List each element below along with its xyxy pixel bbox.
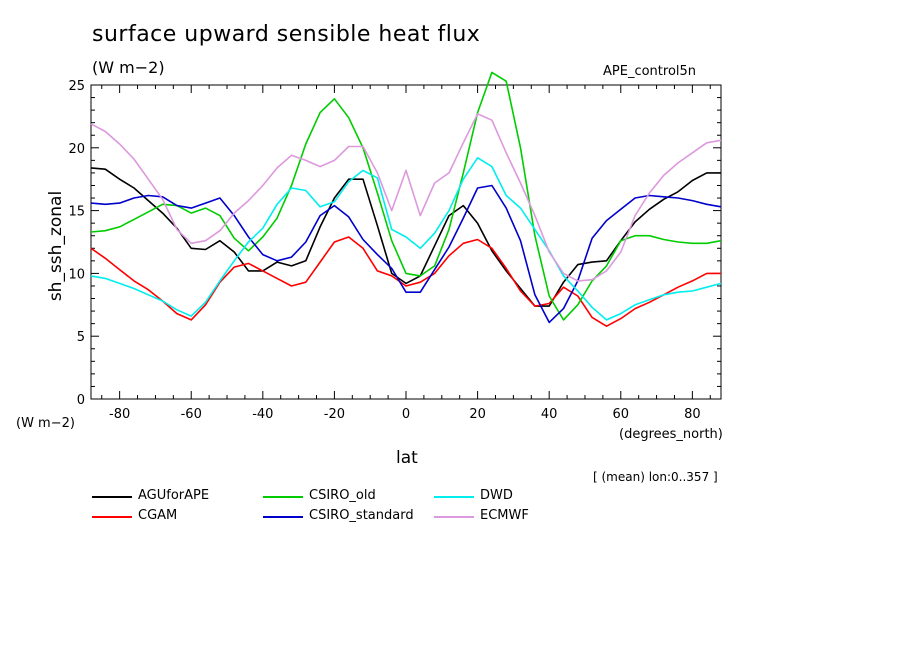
series-line-cgam <box>90 236 721 328</box>
series-line-csiro-standard <box>90 184 722 324</box>
x-tick-label: 60 <box>612 407 629 422</box>
x-tick-label: -20 <box>324 407 345 422</box>
legend-swatch <box>92 516 132 518</box>
y-tick-label: 25 <box>68 79 85 94</box>
legend-swatch <box>434 496 474 498</box>
legend-label: DWD <box>480 488 513 503</box>
legend-label: CSIRO_standard <box>309 508 414 523</box>
y-tick-label: 10 <box>68 267 85 282</box>
x-tick-label: 80 <box>684 407 701 422</box>
x-tick-label: 40 <box>541 407 558 422</box>
legend-label: CSIRO_old <box>309 488 376 503</box>
series-line-dwd <box>90 157 722 321</box>
x-axis-label: lat <box>396 448 418 468</box>
series-line-aguforape <box>90 167 721 307</box>
y-tick-label: 5 <box>77 330 85 345</box>
y-tick-label: 0 <box>77 393 85 408</box>
x-tick-label: 20 <box>469 407 486 422</box>
x-units-label: (degrees_north) <box>619 427 723 442</box>
legend-swatch <box>263 516 303 518</box>
legend-swatch <box>434 516 474 518</box>
y-units-label: (W m−2) <box>16 416 75 431</box>
plot-frame <box>90 84 722 400</box>
series-line-ecmwf <box>90 113 722 282</box>
legend-label: AGUforAPE <box>138 488 210 503</box>
legend-label: ECMWF <box>480 508 529 523</box>
chart-subtitle: (W m−2) <box>92 58 165 77</box>
legend-label: CGAM <box>138 508 178 523</box>
run-label: APE_control5n <box>603 64 697 79</box>
y-tick-label: 20 <box>68 142 85 157</box>
x-tick-label: -40 <box>252 407 273 422</box>
legend-swatch <box>92 496 132 498</box>
x-tick-label: 0 <box>402 407 410 422</box>
chart-title: surface upward sensible heat flux <box>92 22 481 47</box>
averaging-note: [ (mean) lon:0..357 ] <box>593 470 718 484</box>
y-tick-label: 15 <box>68 205 85 220</box>
x-tick-label: -80 <box>109 407 130 422</box>
legend-swatch <box>263 496 303 498</box>
series-line-csiro-old <box>90 71 722 321</box>
x-tick-label: -60 <box>181 407 202 422</box>
